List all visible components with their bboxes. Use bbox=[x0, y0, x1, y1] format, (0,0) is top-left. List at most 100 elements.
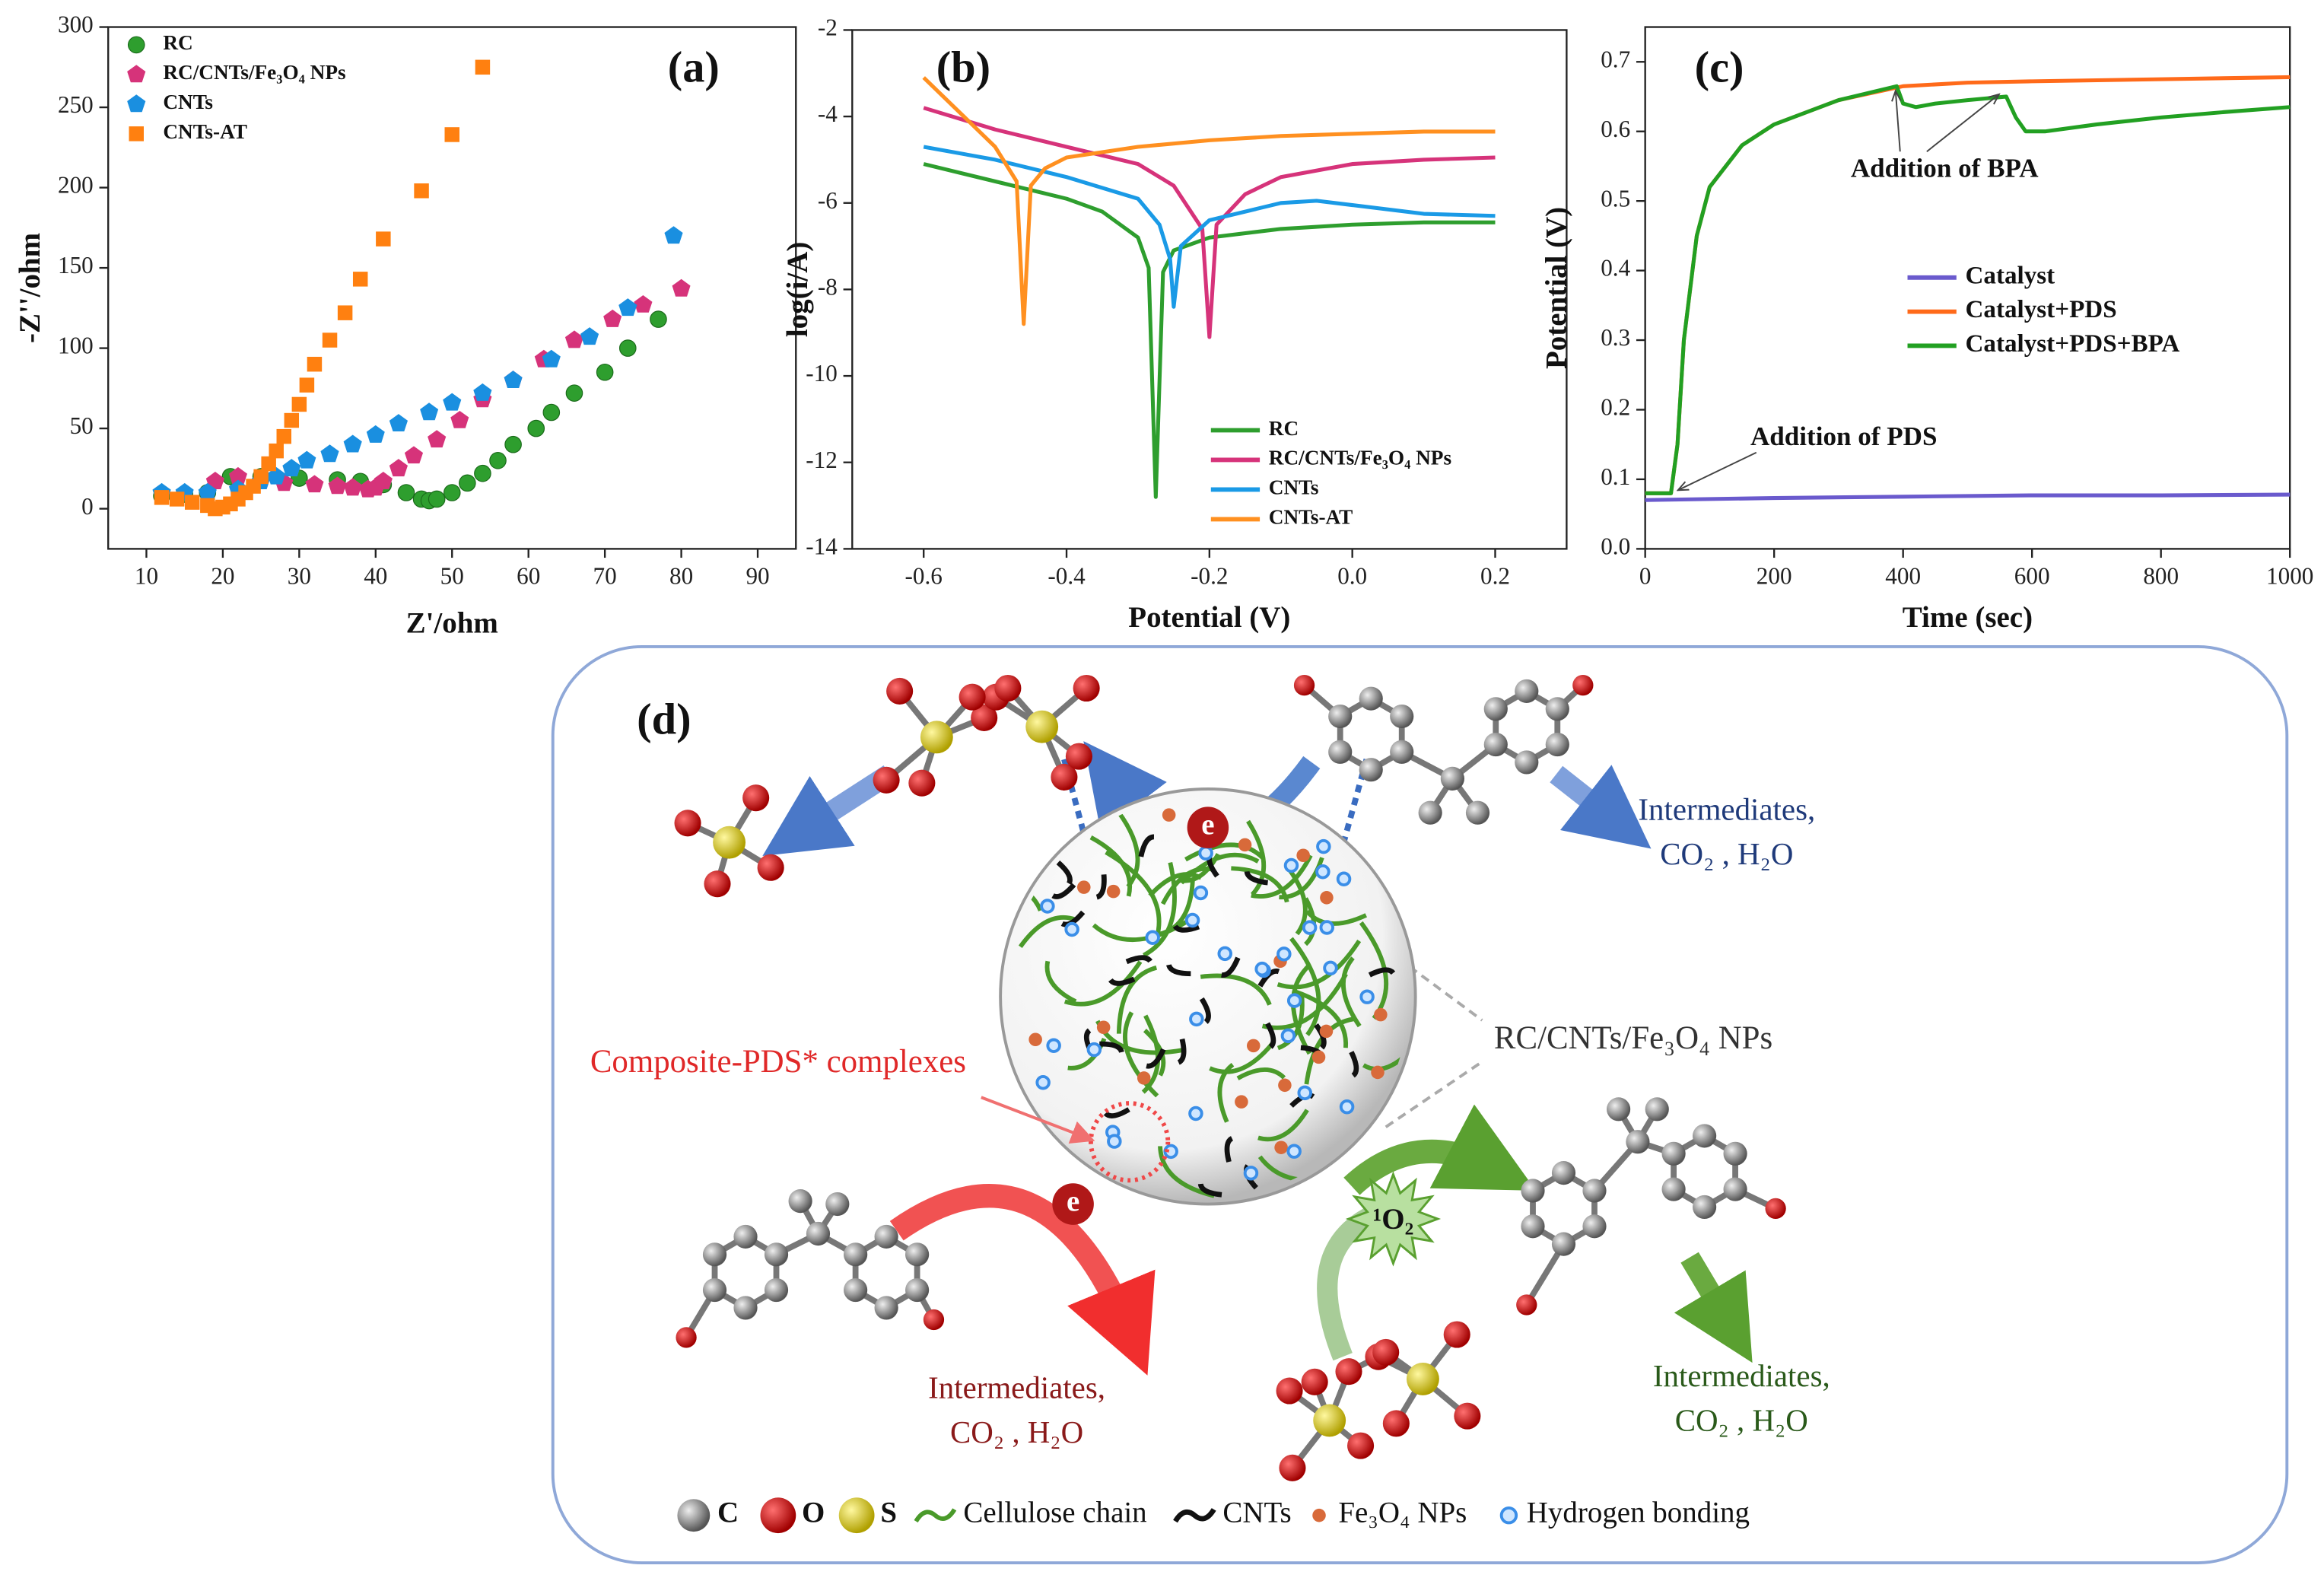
cnt bbox=[1138, 834, 1155, 857]
x-tick-label: 0.0 bbox=[1337, 562, 1367, 589]
arrow bbox=[1674, 1252, 1753, 1363]
y-tick-label: 100 bbox=[58, 332, 94, 359]
data-point bbox=[444, 127, 459, 142]
outcome-label: Intermediates, bbox=[1638, 793, 1815, 827]
cnt bbox=[1095, 874, 1107, 900]
atom bbox=[905, 1242, 930, 1267]
x-tick-label: 90 bbox=[746, 562, 769, 589]
data-point bbox=[267, 466, 286, 485]
atom bbox=[994, 674, 1022, 702]
x-tick-label: 80 bbox=[669, 562, 693, 589]
panel-label: (b) bbox=[936, 42, 990, 91]
atom bbox=[1582, 1179, 1607, 1203]
data-point bbox=[154, 490, 170, 505]
annotation: Addition of BPA bbox=[1851, 154, 2039, 183]
panel-label: (c) bbox=[1695, 42, 1744, 91]
data-point bbox=[205, 472, 224, 490]
atom bbox=[1626, 1130, 1650, 1154]
data-line bbox=[923, 162, 1496, 499]
outcome-label: Intermediates, bbox=[928, 1370, 1105, 1405]
data-line bbox=[1645, 84, 2291, 495]
data-point bbox=[282, 459, 301, 477]
hydrogen-bond bbox=[1286, 993, 1302, 1008]
cellulose-chain bbox=[1063, 960, 1143, 1007]
cellulose-chain bbox=[1257, 1109, 1309, 1142]
atom bbox=[1515, 679, 1539, 703]
atom bbox=[704, 870, 731, 898]
bond bbox=[1524, 1242, 1566, 1307]
legend-label: RC/CNTs/Fe₃O₄ NPs bbox=[1269, 447, 1451, 469]
y-tick-label: -8 bbox=[818, 274, 838, 301]
cellulose-chain bbox=[1116, 810, 1140, 889]
y-tick-label: -4 bbox=[818, 100, 838, 127]
electron-label: e bbox=[1201, 809, 1214, 841]
atom bbox=[971, 704, 998, 732]
legend-label: S bbox=[880, 1497, 897, 1529]
legend-label: Cellulose chain bbox=[963, 1497, 1146, 1529]
data-point bbox=[443, 484, 461, 501]
atom bbox=[757, 854, 784, 881]
atom bbox=[825, 1191, 850, 1217]
cnt bbox=[1125, 955, 1152, 965]
atom bbox=[1335, 1358, 1362, 1386]
hydrogen-bond bbox=[1198, 845, 1213, 861]
legend-label: Fe₃O₄ NPs bbox=[1338, 1497, 1467, 1529]
legend-label: RC bbox=[1269, 417, 1299, 440]
outcome-label: CO₂ , H₂O bbox=[950, 1415, 1083, 1449]
atom bbox=[1551, 1232, 1576, 1256]
cellulose-chain bbox=[1246, 819, 1267, 896]
legend-label: Catalyst bbox=[1966, 261, 2055, 289]
atom bbox=[1382, 1410, 1410, 1437]
data-point bbox=[420, 402, 439, 421]
atom bbox=[1051, 763, 1078, 791]
legend-swatch bbox=[1499, 1506, 1518, 1525]
y-tick-label: -6 bbox=[818, 187, 838, 214]
atom bbox=[1301, 1368, 1328, 1395]
data-point bbox=[389, 459, 408, 477]
cellulose-chain bbox=[1200, 973, 1272, 1006]
atom bbox=[806, 1221, 831, 1246]
atom bbox=[1313, 1404, 1346, 1437]
data-line bbox=[922, 76, 1496, 326]
y-tick-label: 250 bbox=[58, 91, 94, 118]
atom bbox=[1418, 800, 1442, 825]
atom bbox=[674, 810, 701, 837]
atom bbox=[1025, 710, 1059, 743]
cnt bbox=[1146, 1048, 1166, 1069]
data-line bbox=[923, 145, 1496, 309]
y-axis-label: Potential (V) bbox=[1540, 207, 1573, 369]
data-point bbox=[322, 332, 338, 348]
electron-label: e bbox=[1067, 1185, 1079, 1217]
x-tick-label: 60 bbox=[517, 562, 540, 589]
cnt bbox=[1349, 1051, 1359, 1078]
x-tick-label: 1000 bbox=[2266, 562, 2313, 589]
data-point bbox=[428, 430, 447, 448]
complex-pointer bbox=[981, 1096, 1095, 1144]
hydrogen-bond bbox=[1046, 1038, 1061, 1054]
x-tick-label: 40 bbox=[364, 562, 387, 589]
data-point bbox=[489, 452, 507, 469]
data-point bbox=[352, 272, 368, 287]
callout-line bbox=[1385, 1060, 1483, 1128]
data-point bbox=[198, 482, 217, 501]
atom bbox=[1515, 750, 1539, 775]
x-tick-label: 600 bbox=[2014, 562, 2050, 589]
data-point bbox=[404, 446, 424, 464]
atom bbox=[1359, 758, 1383, 782]
data-point bbox=[307, 356, 323, 372]
atom bbox=[1572, 674, 1594, 696]
atom bbox=[1693, 1195, 1717, 1220]
atom bbox=[1328, 704, 1353, 729]
legend-swatch bbox=[914, 1508, 957, 1523]
hydrogen-bond bbox=[1086, 1042, 1102, 1058]
fe3o4-particle bbox=[1246, 1039, 1261, 1053]
fe3o4-particle bbox=[1106, 884, 1121, 899]
complex-label: Composite-PDS* complexes bbox=[590, 1044, 966, 1080]
x-axis-label: Z'/ohm bbox=[406, 607, 498, 640]
data-line bbox=[1645, 492, 2291, 502]
data-point bbox=[397, 484, 415, 501]
x-axis-label: Potential (V) bbox=[1128, 601, 1290, 634]
data-point bbox=[169, 492, 185, 507]
cnt bbox=[1314, 1023, 1327, 1050]
atom bbox=[1607, 1097, 1631, 1121]
